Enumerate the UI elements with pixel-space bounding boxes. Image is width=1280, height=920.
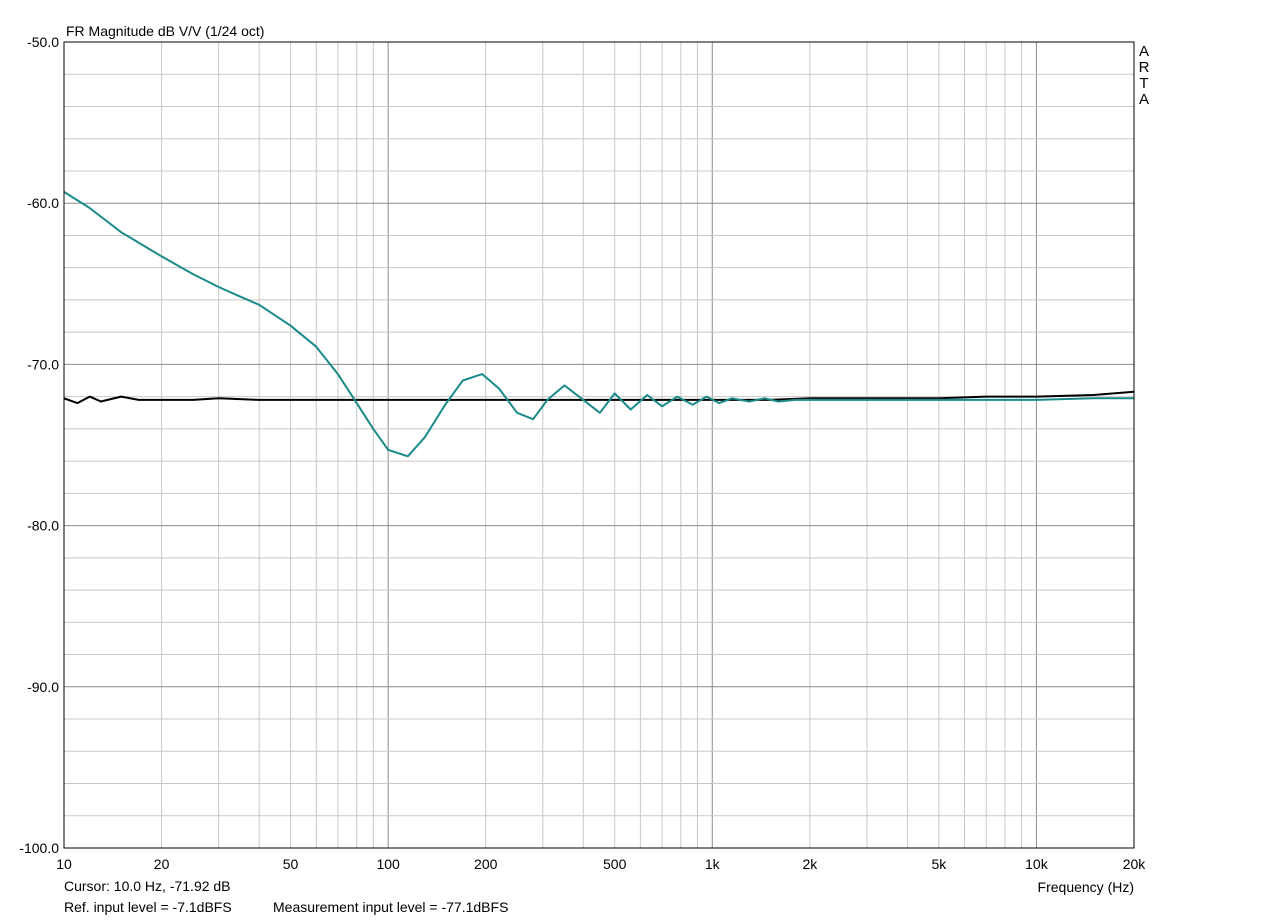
series-layer <box>63 191 1135 458</box>
ref-input-level: Ref. input level = -7.1dBFS <box>64 899 232 915</box>
y-tick-label: -90.0 <box>27 679 59 695</box>
plot-frame <box>63 41 1135 849</box>
watermark-letter: A <box>1139 43 1149 60</box>
y-tick-label: -50.0 <box>27 34 59 50</box>
x-tick-label: 50 <box>283 856 299 872</box>
watermark-letter: A <box>1139 91 1149 108</box>
series-line-black <box>63 390 1135 405</box>
chart-title: FR Magnitude dB V/V (1/24 oct) <box>66 23 264 39</box>
series-line-teal <box>63 191 1134 458</box>
y-tick-label: -100.0 <box>19 840 59 856</box>
x-tick-label: 1k <box>705 856 721 872</box>
watermark-letter: T <box>1139 75 1148 92</box>
x-axis-label: Frequency (Hz) <box>1038 879 1134 895</box>
x-tick-label: 5k <box>931 856 947 872</box>
y-tick-label: -60.0 <box>27 195 59 211</box>
cursor-readout: Cursor: 10.0 Hz, -71.92 dB <box>64 878 231 894</box>
x-tick-label: 10 <box>56 856 72 872</box>
x-tick-label: 500 <box>603 856 627 872</box>
y-tick-label: -80.0 <box>27 518 59 534</box>
measurement-input-level: Measurement input level = -77.1dBFS <box>273 899 509 915</box>
y-tick-labels: -100.0 -90.0 -80.0 -70.0 -60.0 -50.0 <box>19 34 59 856</box>
x-tick-label: 200 <box>474 856 498 872</box>
x-tick-label: 2k <box>802 856 818 872</box>
x-tick-label: 20k <box>1123 856 1147 872</box>
x-tick-labels: 10 20 50 100 200 500 1k 2k 5k 10k 20k <box>56 856 1146 872</box>
x-tick-label: 20 <box>154 856 170 872</box>
x-tick-label: 100 <box>376 856 400 872</box>
x-tick-label: 10k <box>1025 856 1049 872</box>
y-tick-label: -70.0 <box>27 356 59 372</box>
watermark-letter: R <box>1139 59 1150 76</box>
grid-lines <box>63 41 1135 849</box>
